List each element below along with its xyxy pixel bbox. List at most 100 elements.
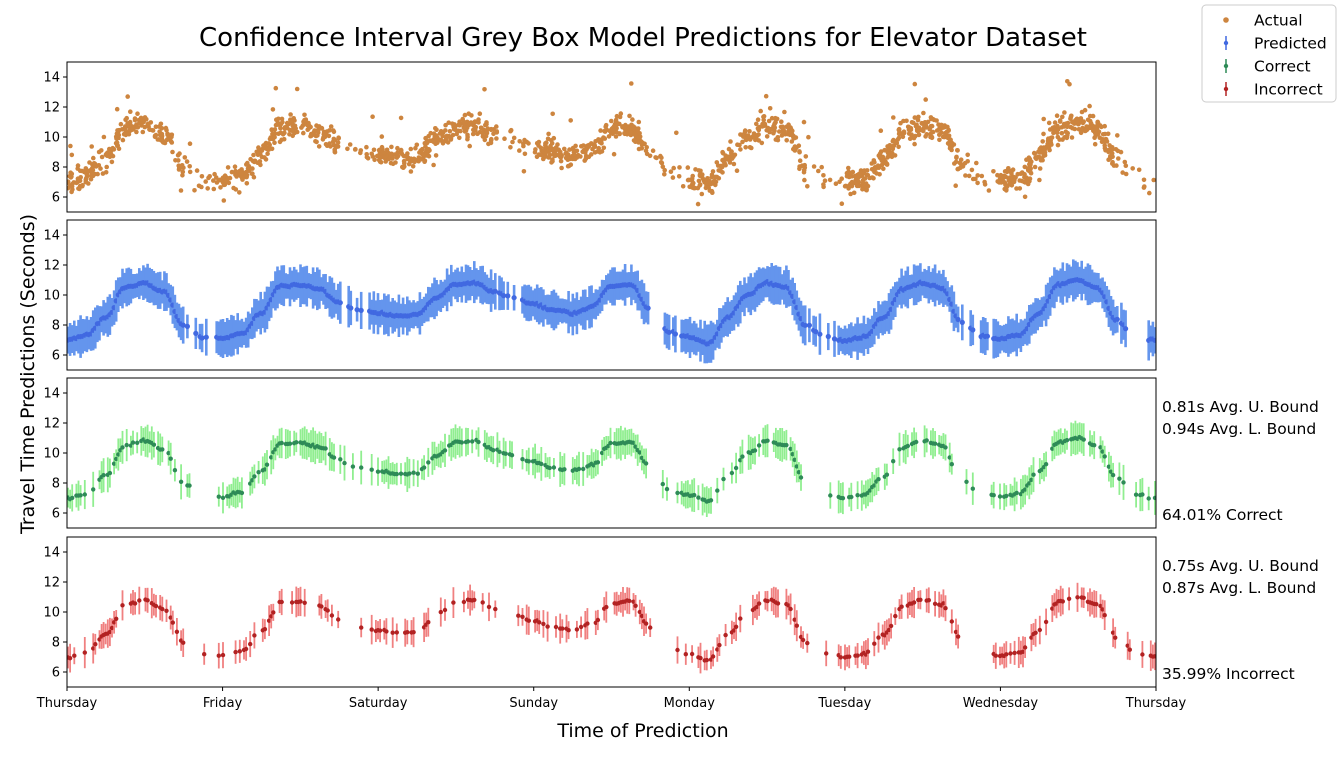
actual-point	[1027, 159, 1033, 165]
actual-point	[759, 140, 765, 146]
actual-point	[68, 143, 73, 149]
actual-point	[937, 132, 942, 137]
prediction-point	[526, 459, 531, 464]
actual-point	[827, 177, 833, 183]
actual-point	[1115, 133, 1120, 138]
actual-point	[768, 126, 774, 132]
prediction-point	[120, 445, 125, 450]
prediction-point	[486, 604, 492, 610]
actual-point	[222, 173, 228, 178]
prediction-point	[1140, 492, 1145, 497]
actual-point	[301, 130, 306, 136]
prediction-point	[1127, 647, 1133, 652]
actual-point	[431, 139, 436, 145]
actual-point	[273, 122, 279, 128]
actual-point	[400, 164, 405, 170]
actual-point	[521, 141, 526, 146]
prediction-point	[262, 627, 268, 632]
actual-point	[1046, 136, 1051, 141]
actual-point	[963, 173, 968, 178]
actual-point	[747, 129, 752, 134]
actual-point	[975, 173, 980, 178]
actual-point	[405, 151, 410, 156]
actual-point	[377, 159, 383, 164]
actual-point	[438, 129, 444, 134]
prediction-point	[1043, 462, 1049, 467]
actual-point	[378, 155, 383, 160]
actual-point	[559, 165, 564, 171]
prediction-point	[794, 464, 799, 469]
actual-point	[1067, 81, 1072, 87]
prediction-point	[164, 608, 169, 613]
actual-point	[545, 136, 551, 142]
actual-point	[434, 127, 439, 133]
actual-point	[1070, 119, 1075, 125]
actual-point	[571, 147, 576, 153]
prediction-point	[116, 452, 121, 457]
y-tick-label: 12	[43, 259, 60, 274]
actual-point	[633, 139, 638, 144]
actual-point	[695, 201, 701, 207]
actual-point	[494, 136, 499, 141]
prediction-point	[248, 641, 253, 647]
actual-point	[358, 148, 364, 153]
prediction-point	[740, 454, 745, 459]
prediction-point	[648, 625, 653, 630]
actual-point	[738, 147, 743, 152]
actual-point	[1141, 177, 1147, 183]
prediction-point	[914, 439, 919, 445]
y-axis-label: Travel Time Predictions (Seconds)	[17, 214, 39, 535]
prediction-point	[566, 628, 571, 633]
actual-point	[335, 144, 341, 149]
actual-point	[745, 134, 751, 139]
prediction-point	[943, 445, 948, 450]
actual-point	[833, 181, 839, 186]
prediction-point	[407, 471, 412, 476]
actual-point	[911, 135, 917, 141]
prediction-point	[1029, 477, 1034, 482]
prediction-point	[704, 657, 709, 663]
actual-point	[944, 129, 950, 135]
actual-point	[865, 172, 871, 178]
actual-point	[410, 164, 416, 169]
prediction-point	[765, 438, 770, 443]
prediction-point	[660, 481, 665, 487]
panel-annotation: 0.94s Avg. L. Bound	[1162, 420, 1316, 438]
actual-point	[852, 180, 858, 186]
actual-point	[1075, 118, 1080, 124]
actual-point	[1082, 107, 1088, 113]
actual-point	[952, 161, 957, 166]
actual-point	[488, 138, 494, 143]
prediction-point	[541, 621, 546, 627]
prediction-point	[135, 440, 140, 445]
actual-point	[763, 93, 769, 99]
prediction-point	[377, 628, 383, 633]
actual-point	[680, 184, 686, 189]
actual-point	[602, 128, 607, 134]
actual-point	[419, 156, 424, 162]
actual-point	[273, 85, 279, 91]
actual-point	[670, 175, 676, 180]
prediction-point	[959, 319, 965, 325]
prediction-point	[264, 462, 270, 467]
prediction-point	[756, 443, 762, 448]
actual-point	[691, 185, 697, 191]
prediction-point	[1060, 599, 1066, 604]
prediction-point	[539, 461, 544, 467]
panel-annotation: 0.81s Avg. U. Bound	[1162, 398, 1319, 416]
actual-point	[844, 173, 850, 179]
actual-point	[627, 113, 632, 119]
actual-point	[884, 162, 890, 167]
actual-point	[735, 142, 740, 147]
actual-point	[848, 173, 853, 179]
prediction-point	[1037, 627, 1043, 633]
prediction-point	[828, 493, 833, 498]
y-tick-label: 8	[52, 636, 60, 651]
actual-point	[249, 171, 255, 176]
actual-point	[187, 164, 192, 169]
actual-point	[180, 169, 186, 175]
prediction-point	[509, 453, 515, 458]
actual-point	[806, 134, 811, 140]
prediction-point	[905, 443, 910, 449]
actual-point	[109, 159, 115, 165]
